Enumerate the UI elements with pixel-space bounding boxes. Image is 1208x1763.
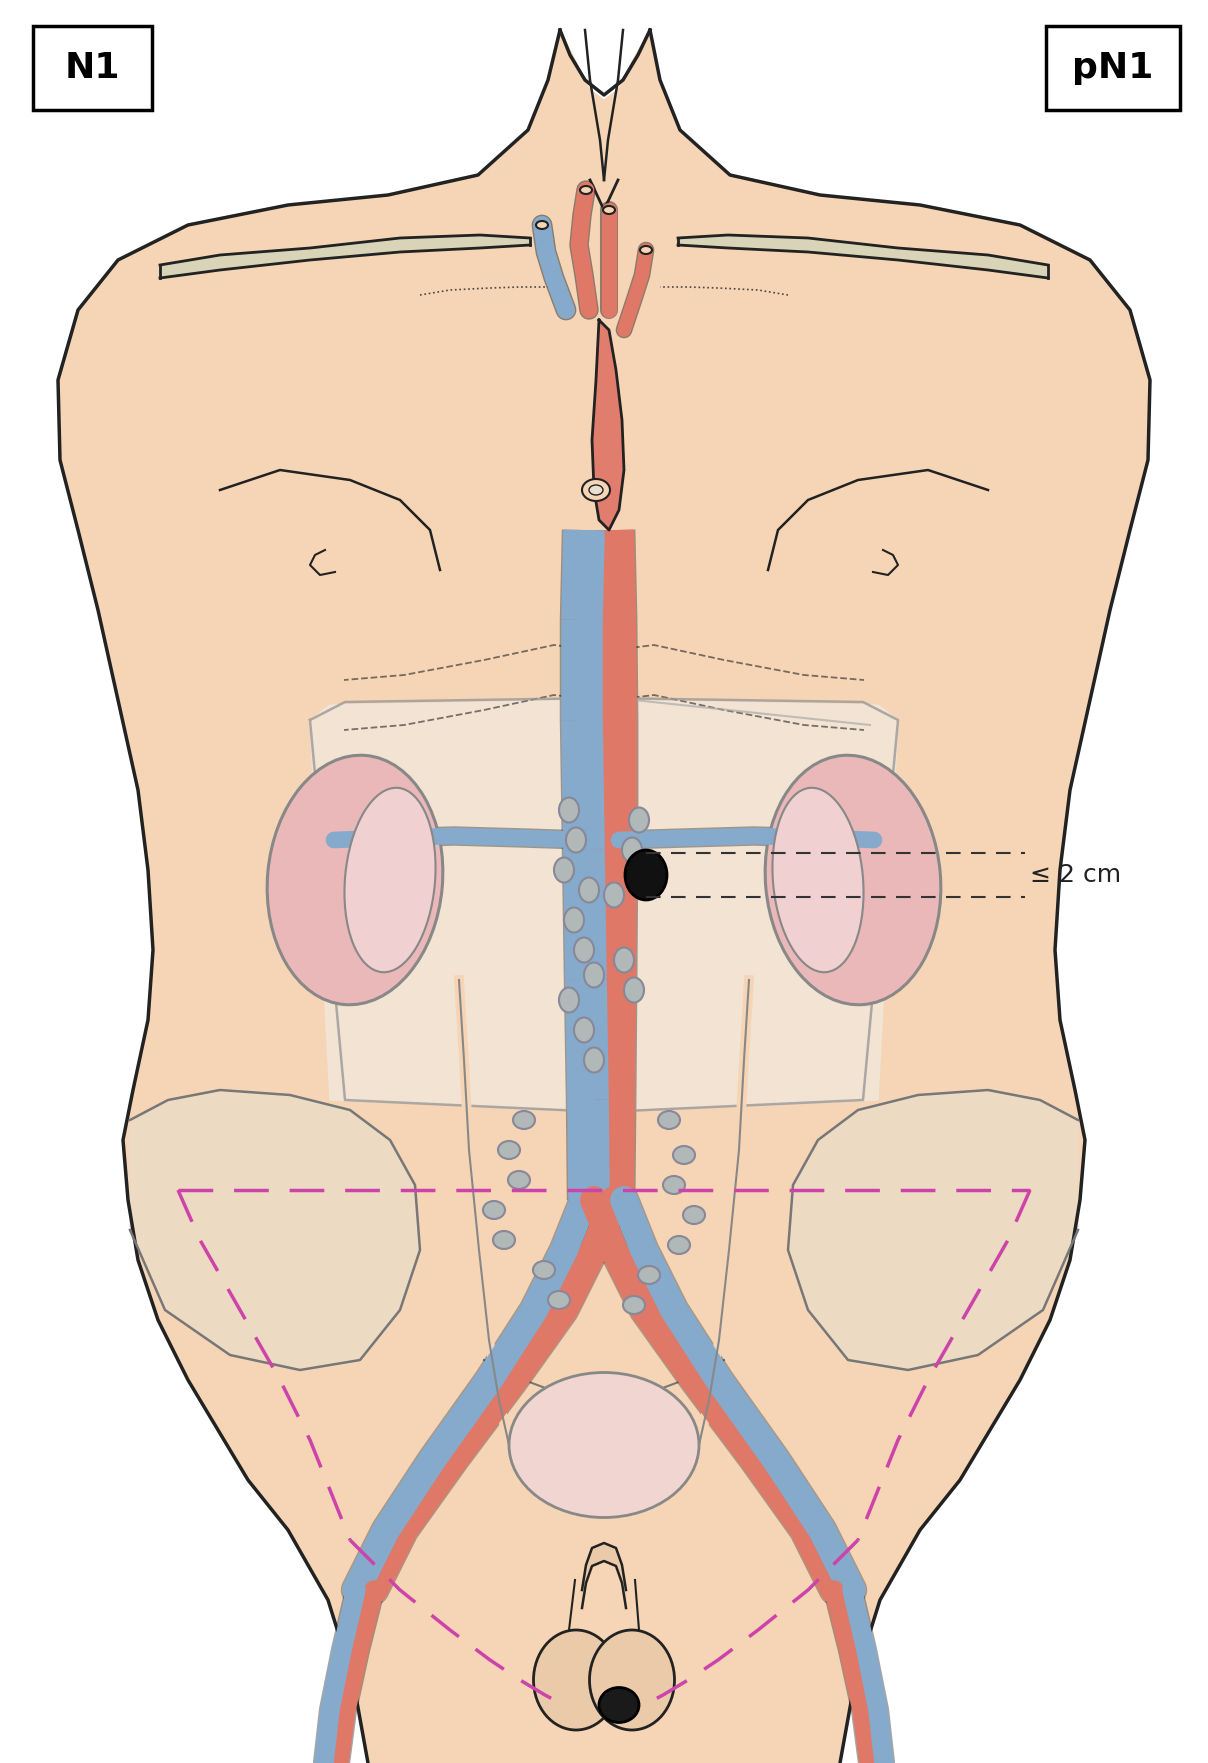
Ellipse shape: [625, 977, 644, 1003]
Polygon shape: [310, 700, 898, 1111]
Ellipse shape: [559, 987, 579, 1012]
Ellipse shape: [668, 1236, 690, 1253]
Ellipse shape: [582, 480, 610, 501]
Text: ≤ 2 cm: ≤ 2 cm: [1030, 864, 1121, 887]
Ellipse shape: [267, 755, 443, 1005]
Ellipse shape: [344, 788, 436, 971]
Ellipse shape: [574, 1017, 594, 1042]
Ellipse shape: [663, 1176, 685, 1194]
Ellipse shape: [509, 1373, 699, 1518]
Ellipse shape: [640, 247, 652, 254]
Ellipse shape: [625, 850, 667, 899]
Ellipse shape: [498, 1141, 519, 1158]
Ellipse shape: [583, 1047, 604, 1072]
Ellipse shape: [509, 1171, 530, 1188]
Polygon shape: [678, 234, 1049, 279]
Ellipse shape: [567, 827, 586, 853]
Ellipse shape: [580, 187, 592, 194]
Polygon shape: [130, 1090, 420, 1370]
FancyBboxPatch shape: [1046, 26, 1180, 109]
Ellipse shape: [603, 206, 615, 213]
Ellipse shape: [483, 1201, 505, 1218]
Text: N1: N1: [64, 51, 120, 85]
Polygon shape: [58, 30, 1150, 1763]
FancyBboxPatch shape: [33, 26, 152, 109]
Ellipse shape: [614, 947, 634, 973]
Polygon shape: [592, 321, 625, 531]
Ellipse shape: [583, 963, 604, 987]
Ellipse shape: [590, 1631, 674, 1730]
Ellipse shape: [559, 797, 579, 823]
Polygon shape: [788, 1090, 1078, 1370]
Ellipse shape: [622, 837, 641, 862]
Ellipse shape: [579, 878, 599, 903]
Polygon shape: [582, 1543, 626, 1608]
Ellipse shape: [658, 1111, 680, 1128]
Ellipse shape: [590, 485, 603, 495]
Ellipse shape: [673, 1146, 695, 1164]
Ellipse shape: [513, 1111, 535, 1128]
Ellipse shape: [683, 1206, 705, 1224]
Ellipse shape: [574, 938, 594, 963]
Ellipse shape: [564, 908, 583, 933]
Ellipse shape: [534, 1631, 618, 1730]
Ellipse shape: [765, 755, 941, 1005]
Ellipse shape: [604, 883, 625, 908]
Text: pN1: pN1: [1073, 51, 1154, 85]
Ellipse shape: [629, 807, 649, 832]
Ellipse shape: [493, 1231, 515, 1248]
Ellipse shape: [554, 857, 574, 883]
Ellipse shape: [623, 1296, 645, 1313]
Ellipse shape: [772, 788, 864, 971]
Ellipse shape: [536, 220, 548, 229]
Ellipse shape: [599, 1687, 639, 1722]
Polygon shape: [159, 234, 530, 279]
Ellipse shape: [533, 1261, 554, 1278]
Ellipse shape: [638, 1266, 660, 1283]
Ellipse shape: [548, 1291, 570, 1308]
